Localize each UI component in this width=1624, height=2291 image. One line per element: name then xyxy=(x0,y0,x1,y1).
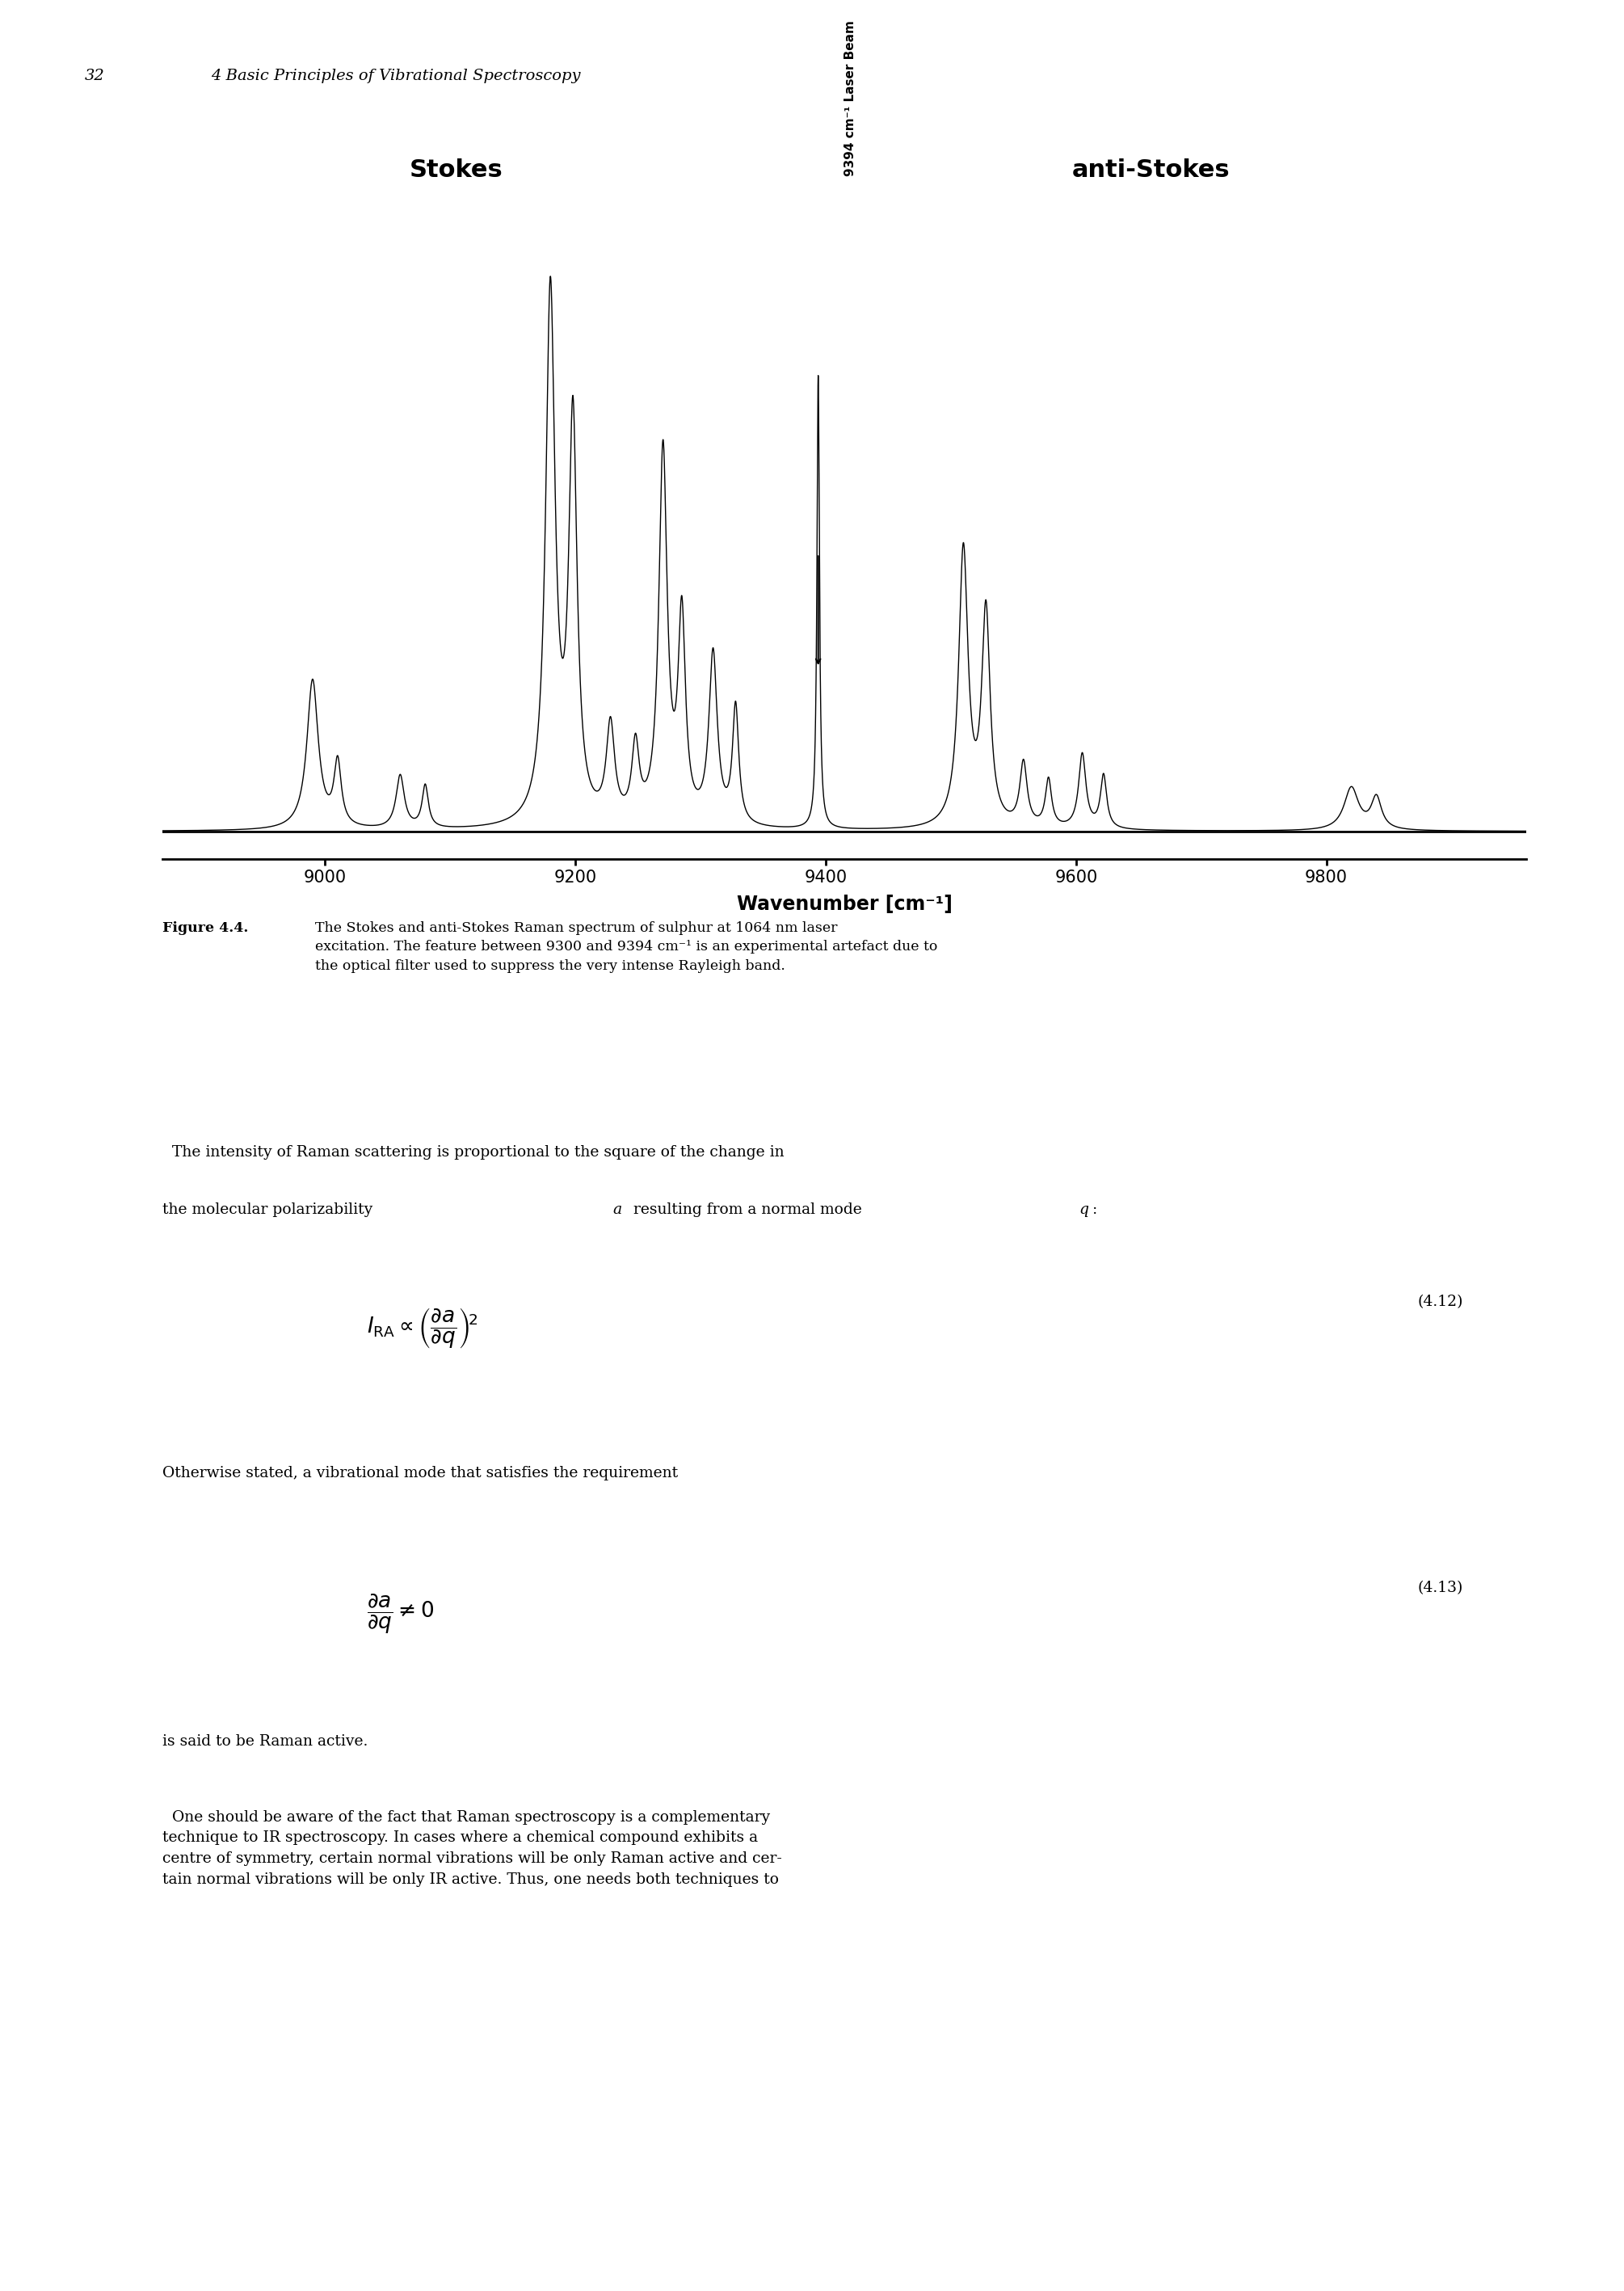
Text: a: a xyxy=(612,1203,622,1217)
Text: The Stokes and anti-Stokes Raman spectrum of sulphur at 1064 nm laser
excitation: The Stokes and anti-Stokes Raman spectru… xyxy=(315,921,937,974)
Text: the molecular polarizability: the molecular polarizability xyxy=(162,1203,377,1217)
Text: anti-Stokes: anti-Stokes xyxy=(1072,158,1229,181)
Text: 4 Basic Principles of Vibrational Spectroscopy: 4 Basic Principles of Vibrational Spectr… xyxy=(211,69,581,82)
Text: q: q xyxy=(1078,1203,1088,1217)
Text: 9394 cm⁻¹ Laser Beam: 9394 cm⁻¹ Laser Beam xyxy=(844,21,856,176)
Text: One should be aware of the fact that Raman spectroscopy is a complementary
techn: One should be aware of the fact that Ram… xyxy=(162,1810,783,1888)
X-axis label: Wavenumber [cm⁻¹]: Wavenumber [cm⁻¹] xyxy=(737,896,952,914)
Text: $\dfrac{\partial a}{\partial q} \neq 0$: $\dfrac{\partial a}{\partial q} \neq 0$ xyxy=(367,1592,434,1636)
Text: (4.13): (4.13) xyxy=(1418,1581,1463,1595)
Text: The intensity of Raman scattering is proportional to the square of the change in: The intensity of Raman scattering is pro… xyxy=(162,1146,784,1159)
Text: Stokes: Stokes xyxy=(409,158,503,181)
Text: Otherwise stated, a vibrational mode that satisfies the requirement: Otherwise stated, a vibrational mode tha… xyxy=(162,1466,677,1480)
Text: is said to be Raman active.: is said to be Raman active. xyxy=(162,1734,369,1748)
Text: 32: 32 xyxy=(84,69,104,82)
Text: (4.12): (4.12) xyxy=(1418,1294,1463,1308)
Text: $I_{\rm RA} \propto \left(\dfrac{\partial a}{\partial q}\right)^{\!2}$: $I_{\rm RA} \propto \left(\dfrac{\partia… xyxy=(367,1306,479,1349)
Text: Figure 4.4.: Figure 4.4. xyxy=(162,921,248,935)
Text: :: : xyxy=(1093,1203,1098,1217)
Text: resulting from a normal mode: resulting from a normal mode xyxy=(628,1203,867,1217)
